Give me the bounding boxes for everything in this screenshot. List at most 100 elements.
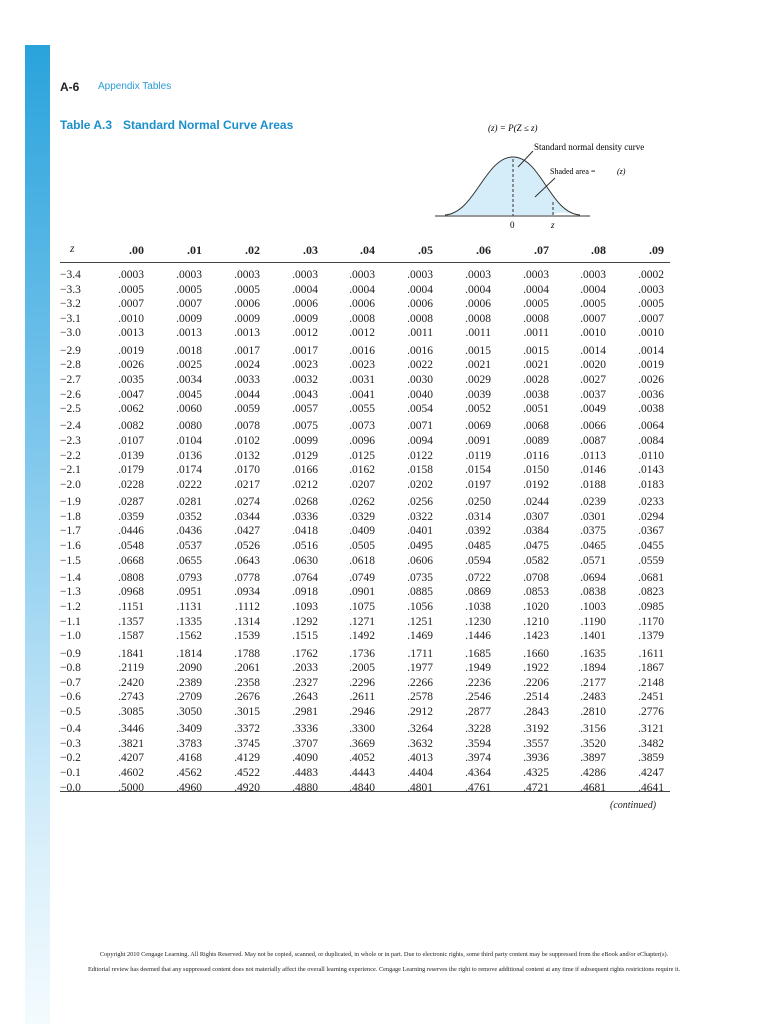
table-cell: .0918 [292, 586, 318, 599]
table-cell: .4090 [292, 752, 318, 765]
table-cell: .0027 [580, 373, 606, 386]
z-header: z [70, 243, 75, 255]
bottom-rule [60, 791, 670, 792]
table-cell: .0307 [523, 510, 549, 523]
table-cell: .0116 [523, 449, 549, 462]
table-cell: .0537 [176, 539, 202, 552]
table-cell: .0003 [349, 269, 375, 281]
z-value: −1.7 [60, 525, 81, 538]
copyright-line: Editorial review has deemed that any sup… [87, 966, 681, 973]
table-cell: .4602 [118, 767, 144, 779]
table-cell: .0068 [523, 420, 549, 433]
column-header: .08 [591, 243, 606, 257]
table-cell: .2743 [118, 691, 144, 704]
table-cell: .0003 [465, 269, 491, 281]
table-cell: .4364 [465, 767, 491, 779]
table-cell: .0222 [176, 478, 202, 491]
z-value: −2.7 [60, 373, 81, 386]
table-cell: .0005 [638, 298, 664, 311]
table-cell: .1230 [465, 615, 491, 628]
table-cell: .1539 [234, 630, 260, 643]
table-cell: .0007 [580, 312, 606, 325]
table-cell: .0951 [176, 586, 202, 599]
table-cell: .2327 [292, 676, 318, 689]
table-cell: .0007 [118, 298, 144, 311]
table-cell: .0166 [292, 464, 318, 477]
table-cell: .0002 [638, 269, 664, 281]
table-cell: .4920 [234, 781, 260, 794]
table-cell: .4681 [580, 781, 606, 794]
table-cell: .0158 [407, 464, 433, 477]
table-cell: .0022 [407, 359, 433, 372]
table-cell: .1611 [638, 647, 664, 660]
table-cell: .0080 [176, 420, 202, 433]
table-cell: .0069 [465, 420, 491, 433]
table-cell: .0485 [465, 539, 491, 552]
table-cell: .0401 [407, 525, 433, 538]
table-cell: .0020 [580, 359, 606, 372]
table-cell: .0207 [349, 478, 375, 491]
copyright-line: Copyright 2010 Cengage Learning. All Rig… [99, 951, 669, 958]
table-cell: .0008 [523, 312, 549, 325]
table-cell: .0244 [523, 496, 549, 509]
table-cell: .3783 [176, 737, 202, 750]
table-cell: .0037 [580, 388, 606, 401]
table-cell: .0059 [234, 403, 260, 416]
table-cell: .3015 [234, 705, 260, 718]
table-cell: .1736 [349, 647, 375, 660]
table-cell: .0119 [465, 449, 491, 462]
table-cell: .4443 [349, 767, 375, 779]
table-cell: .0008 [407, 312, 433, 325]
z-value: −1.4 [60, 571, 81, 584]
z-value: −1.8 [60, 510, 81, 523]
table-cell: .1685 [465, 647, 491, 660]
table-cell: .0084 [638, 435, 664, 447]
table-cell: .0011 [465, 327, 491, 340]
table-cell: .0655 [176, 554, 202, 567]
table-cell: .0036 [638, 388, 664, 401]
table-cell: .0006 [407, 298, 433, 311]
table-cell: .3520 [580, 737, 606, 750]
table-cell: .2776 [638, 705, 664, 718]
table-cell: .0516 [292, 539, 318, 552]
table-cell: .0008 [465, 312, 491, 325]
table-cell: .3974 [465, 752, 491, 765]
table-cell: .0005 [118, 283, 144, 296]
table-cell: .1093 [292, 601, 318, 613]
table-cell: .4207 [118, 752, 144, 765]
table-cell: .0170 [234, 464, 260, 477]
z-value: −1.1 [60, 615, 81, 628]
table-cell: .0004 [580, 283, 606, 296]
table-cell: .0009 [234, 312, 260, 325]
table-cell: .0004 [523, 283, 549, 296]
table-cell: .2005 [349, 662, 375, 675]
table-cell: .0322 [407, 510, 433, 523]
table-cell: .0024 [234, 359, 260, 372]
table-cell: .0594 [465, 554, 491, 567]
table-cell: .0427 [234, 525, 260, 538]
table-cell: .0033 [234, 373, 260, 386]
table-cell: .0005 [523, 298, 549, 311]
table-cell: .0618 [349, 554, 375, 567]
table-cell: .0012 [349, 327, 375, 340]
table-cell: .2119 [118, 662, 144, 675]
table-cell: .0125 [349, 449, 375, 462]
table-cell: .0011 [407, 327, 433, 340]
table-cell: .2206 [523, 676, 549, 689]
table-cell: .0885 [407, 586, 433, 599]
z-value: −1.2 [60, 601, 81, 613]
table-cell: .0162 [349, 464, 375, 477]
table-cell: .2090 [176, 662, 202, 675]
z-value: −0.4 [60, 723, 81, 736]
table-cell: .0007 [638, 312, 664, 325]
table-cell: .1949 [465, 662, 491, 675]
table-cell: .0418 [292, 525, 318, 538]
table-cell: .0026 [638, 373, 664, 386]
table-cell: .0023 [349, 359, 375, 372]
table-cell: .1423 [523, 630, 549, 643]
table-cell: .0005 [580, 298, 606, 311]
table-cell: .2148 [638, 676, 664, 689]
table-cell: .0475 [523, 539, 549, 552]
continued-note: (continued) [610, 800, 657, 811]
table-cell: .0606 [407, 554, 433, 567]
